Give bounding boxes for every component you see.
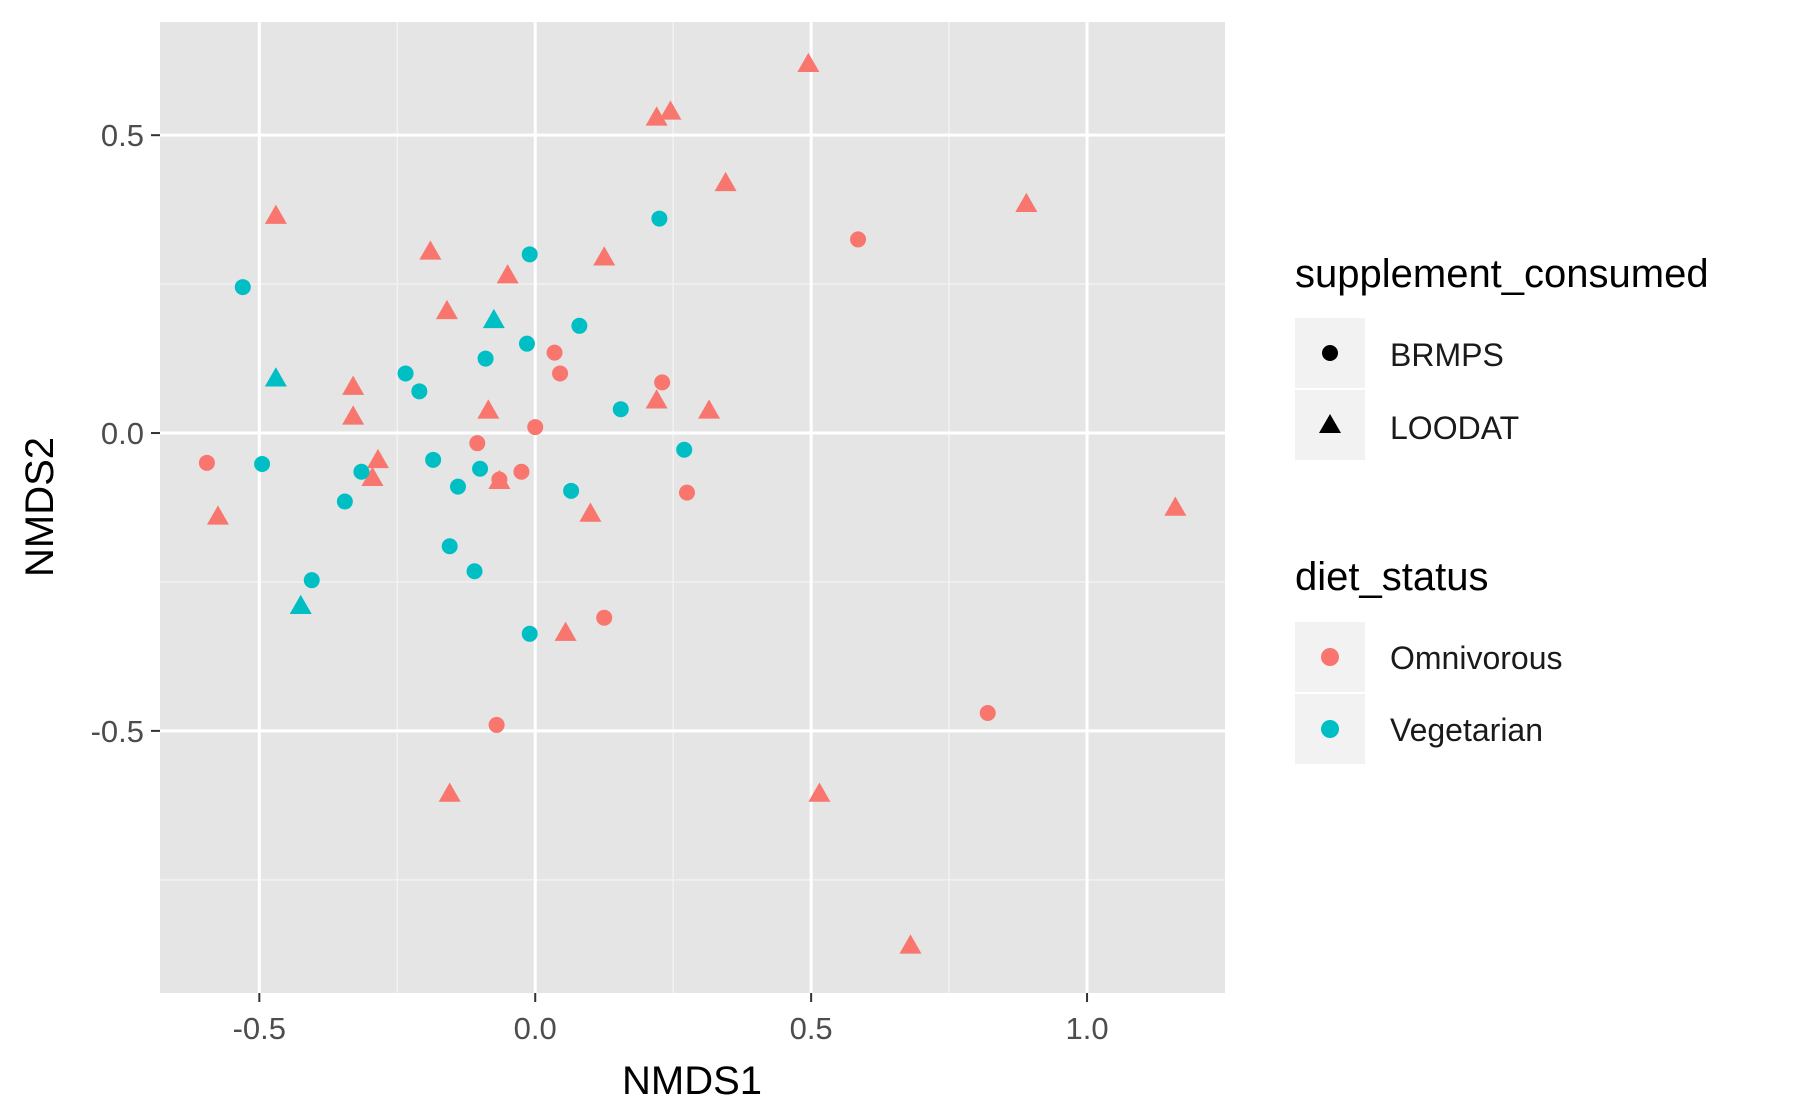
data-point-vegetarian-brmps <box>571 317 588 334</box>
legend-title-supplement: supplement_consumed <box>1295 252 1709 296</box>
data-point-vegetarian-brmps <box>303 572 320 589</box>
data-point-vegetarian-brmps <box>521 625 538 642</box>
data-point-omnivorous-brmps <box>198 454 215 471</box>
data-point-omnivorous-loodat <box>899 934 922 954</box>
data-point-vegetarian-loodat <box>264 367 287 387</box>
data-point-omnivorous-loodat <box>438 782 461 802</box>
data-points <box>198 52 1187 954</box>
data-point-omnivorous-loodat <box>435 299 458 320</box>
x-tick-label: 1.0 <box>1065 1011 1108 1046</box>
data-point-omnivorous-brmps <box>527 419 544 436</box>
data-point-vegetarian-loodat <box>482 308 505 329</box>
data-point-vegetarian-brmps <box>472 460 489 477</box>
data-point-vegetarian-brmps <box>336 493 353 510</box>
legend-key-brmps-circle <box>1322 345 1338 361</box>
data-point-omnivorous-loodat <box>366 448 389 469</box>
data-point-omnivorous-loodat <box>593 246 616 266</box>
data-point-vegetarian-brmps <box>254 456 271 473</box>
legend-diet-status: diet_status Omnivorous Vegetarian <box>1295 555 1563 764</box>
legend-label-brmps: BRMPS <box>1390 337 1504 373</box>
data-point-omnivorous-loodat <box>659 100 682 120</box>
data-point-omnivorous-brmps <box>552 365 569 382</box>
legend-supplement-consumed: supplement_consumed BRMPS LOODAT <box>1295 252 1709 460</box>
data-point-omnivorous-loodat <box>645 106 668 126</box>
data-point-vegetarian-brmps <box>441 538 458 555</box>
data-point-vegetarian-brmps <box>449 478 466 495</box>
data-point-omnivorous-loodat <box>698 399 721 419</box>
data-point-vegetarian-brmps <box>425 451 442 468</box>
data-point-omnivorous-loodat <box>206 505 229 525</box>
data-point-vegetarian-brmps <box>411 383 428 400</box>
plot-panel <box>160 22 1225 993</box>
y-tick-label: 0.5 <box>101 118 144 153</box>
x-axis: -0.5 0.0 0.5 1.0 <box>233 993 1109 1046</box>
legend-label-loodat: LOODAT <box>1390 410 1519 446</box>
data-point-vegetarian-brmps <box>518 335 535 352</box>
data-point-vegetarian-brmps <box>353 463 370 480</box>
x-tick-label: 0.0 <box>514 1011 557 1046</box>
legend-label-vegetarian: Vegetarian <box>1390 712 1543 748</box>
data-point-omnivorous-brmps <box>596 609 613 626</box>
data-point-omnivorous-loodat <box>797 52 820 72</box>
data-point-omnivorous-loodat <box>488 469 511 489</box>
data-point-omnivorous-loodat <box>419 240 442 260</box>
data-point-omnivorous-loodat <box>714 171 737 192</box>
legend-key-vegetarian-dot <box>1321 720 1339 738</box>
data-point-omnivorous-brmps <box>513 463 530 480</box>
data-point-omnivorous-loodat <box>342 405 365 425</box>
y-axis-label: NMDS2 <box>18 437 62 577</box>
major-gridlines <box>160 22 1225 993</box>
data-point-omnivorous-loodat <box>1164 496 1187 516</box>
legend-title-diet-status: diet_status <box>1295 555 1488 599</box>
x-axis-label: NMDS1 <box>622 1059 762 1103</box>
data-point-omnivorous-brmps <box>678 484 695 501</box>
data-point-omnivorous-loodat <box>1015 192 1038 212</box>
x-tick-label: 0.5 <box>790 1011 833 1046</box>
data-point-omnivorous-loodat <box>645 389 668 409</box>
y-tick-label: -0.5 <box>91 714 144 749</box>
y-tick-label: 0.0 <box>101 416 144 451</box>
data-point-omnivorous-loodat <box>554 621 577 641</box>
data-point-omnivorous-brmps <box>654 374 671 391</box>
data-point-vegetarian-brmps <box>477 350 494 367</box>
data-point-omnivorous-loodat <box>264 204 287 224</box>
legend-key-loodat-triangle <box>1319 414 1341 433</box>
x-tick-label: -0.5 <box>233 1011 286 1046</box>
data-point-vegetarian-brmps <box>397 365 414 382</box>
data-point-omnivorous-loodat <box>579 502 602 522</box>
data-point-vegetarian-brmps <box>563 482 580 499</box>
data-point-omnivorous-loodat <box>496 264 519 284</box>
data-point-omnivorous-brmps <box>979 705 996 722</box>
data-point-omnivorous-brmps <box>850 231 867 248</box>
data-point-vegetarian-loodat <box>289 594 312 615</box>
minor-gridlines <box>160 22 1225 993</box>
data-point-vegetarian-brmps <box>466 563 483 580</box>
legend-key-omnivorous-dot <box>1321 648 1339 666</box>
data-point-omnivorous-loodat <box>361 466 384 486</box>
data-point-vegetarian-brmps <box>651 210 668 227</box>
data-point-vegetarian-brmps <box>521 246 538 263</box>
data-point-omnivorous-brmps <box>546 344 563 361</box>
data-point-omnivorous-loodat <box>342 375 365 395</box>
data-point-omnivorous-loodat <box>477 399 500 419</box>
data-point-omnivorous-loodat <box>808 782 831 802</box>
data-point-omnivorous-brmps <box>469 435 486 452</box>
data-point-vegetarian-brmps <box>676 441 693 458</box>
legend-label-omnivorous: Omnivorous <box>1390 640 1563 676</box>
y-axis: -0.5 0.0 0.5 <box>91 118 160 749</box>
data-point-vegetarian-brmps <box>612 401 629 418</box>
data-point-vegetarian-brmps <box>234 279 251 296</box>
data-point-omnivorous-brmps <box>488 716 505 733</box>
